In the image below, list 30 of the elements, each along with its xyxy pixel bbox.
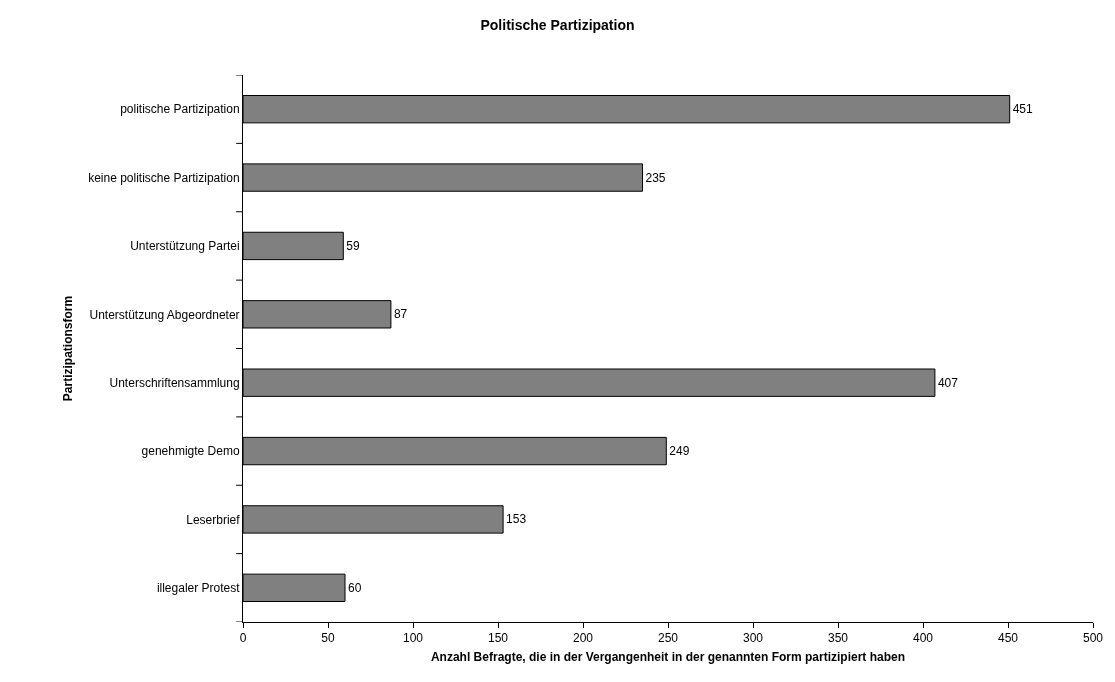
data-label: 235 — [645, 170, 666, 185]
data-label: 407 — [937, 375, 959, 390]
chart-title: Politische Partizipation — [480, 17, 635, 34]
x-tick-label: 150 — [487, 631, 509, 646]
y-tick-label: Unterschriftensammlung — [109, 375, 240, 390]
y-tick-label: illegaler Protest — [156, 581, 241, 596]
data-label: 153 — [506, 512, 527, 527]
y-tick-label: Unterstützung Abgeordneter — [89, 307, 240, 322]
x-tick-label: 200 — [572, 631, 594, 646]
data-label: 60 — [348, 580, 362, 595]
data-label: 87 — [393, 307, 408, 322]
x-tick-label: 400 — [912, 631, 934, 646]
y-tick-label: genehmigte Demo — [141, 444, 240, 459]
x-tick-label: 450 — [997, 631, 1019, 646]
y-tick-label: keine politische Partizipation — [88, 170, 240, 185]
x-tick-label: 250 — [657, 631, 679, 646]
data-label: 249 — [669, 444, 690, 459]
x-tick-label: 500 — [1082, 631, 1104, 646]
y-tick-label: politische Partizipation — [120, 102, 240, 117]
x-axis-title: Anzahl Befragte, die in der Vergangenheit in der genannten Form partizipiert haben — [430, 650, 906, 665]
data-label: 451 — [1012, 102, 1034, 117]
y-axis-title: Partizipationsform — [61, 295, 76, 402]
y-tick-label: Unterstützung Partei — [130, 239, 240, 254]
x-tick-label: 100 — [402, 631, 424, 646]
y-tick-label: Leserbrief — [186, 512, 241, 527]
x-tick-label: 50 — [321, 631, 335, 646]
x-tick-label: 300 — [742, 631, 764, 646]
x-tick-label: 0 — [239, 631, 247, 646]
data-label: 59 — [346, 238, 360, 253]
x-tick-label: 350 — [827, 631, 849, 646]
